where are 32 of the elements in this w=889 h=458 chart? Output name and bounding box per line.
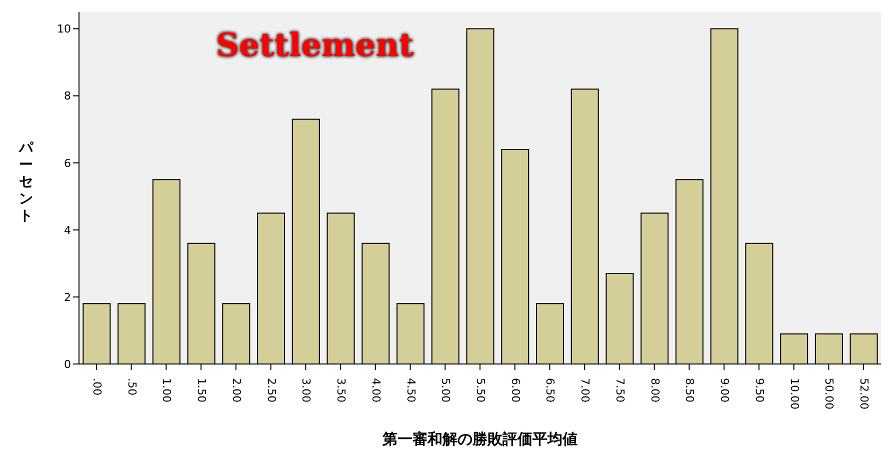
x-tick-label: 5.50 — [474, 378, 487, 402]
y-axis-title: パーセント — [18, 140, 34, 224]
x-tick-label: 2.00 — [230, 378, 243, 402]
x-tick-label: 9.00 — [718, 378, 732, 402]
x-tick-label: 3.50 — [334, 378, 348, 402]
x-tick-label: 7.00 — [578, 378, 592, 402]
x-tick-label: 10.00 — [788, 378, 801, 410]
y-tick-label: 0 — [64, 358, 71, 371]
x-tick-label: 7.50 — [613, 378, 626, 402]
x-tick-label: 52.00 — [858, 378, 871, 410]
x-tick-label: 8.00 — [648, 378, 662, 402]
x-axis-title: 第一審和解の勝敗評価平均値 — [382, 430, 578, 448]
x-tick-label: 1.50 — [195, 378, 208, 402]
x-tick-label: .00 — [90, 378, 104, 396]
y-tick-label: 10 — [57, 22, 71, 36]
y-tick-label: 6 — [64, 156, 71, 170]
x-tick-label: 4.00 — [369, 378, 382, 402]
x-tick-label: 4.50 — [404, 378, 418, 402]
x-tick-label: 2.50 — [264, 378, 278, 402]
y-tick-label: 4 — [64, 224, 71, 237]
x-tick-label: 3.00 — [300, 378, 313, 402]
x-tick-label: 8.50 — [683, 378, 696, 402]
text: Settlement — [216, 26, 414, 64]
x-tick-label: 9.50 — [752, 378, 766, 402]
x-tick-label: 5.00 — [439, 378, 452, 402]
x-tick-label: 6.50 — [544, 378, 557, 402]
x-tick-label: 6.00 — [508, 378, 522, 402]
y-tick-label: 2 — [64, 290, 71, 304]
x-tick-label: 50.00 — [822, 378, 836, 410]
x-tick-label: .50 — [125, 378, 138, 396]
x-tick-label: 1.00 — [160, 378, 174, 402]
y-tick-label: 8 — [64, 90, 71, 103]
